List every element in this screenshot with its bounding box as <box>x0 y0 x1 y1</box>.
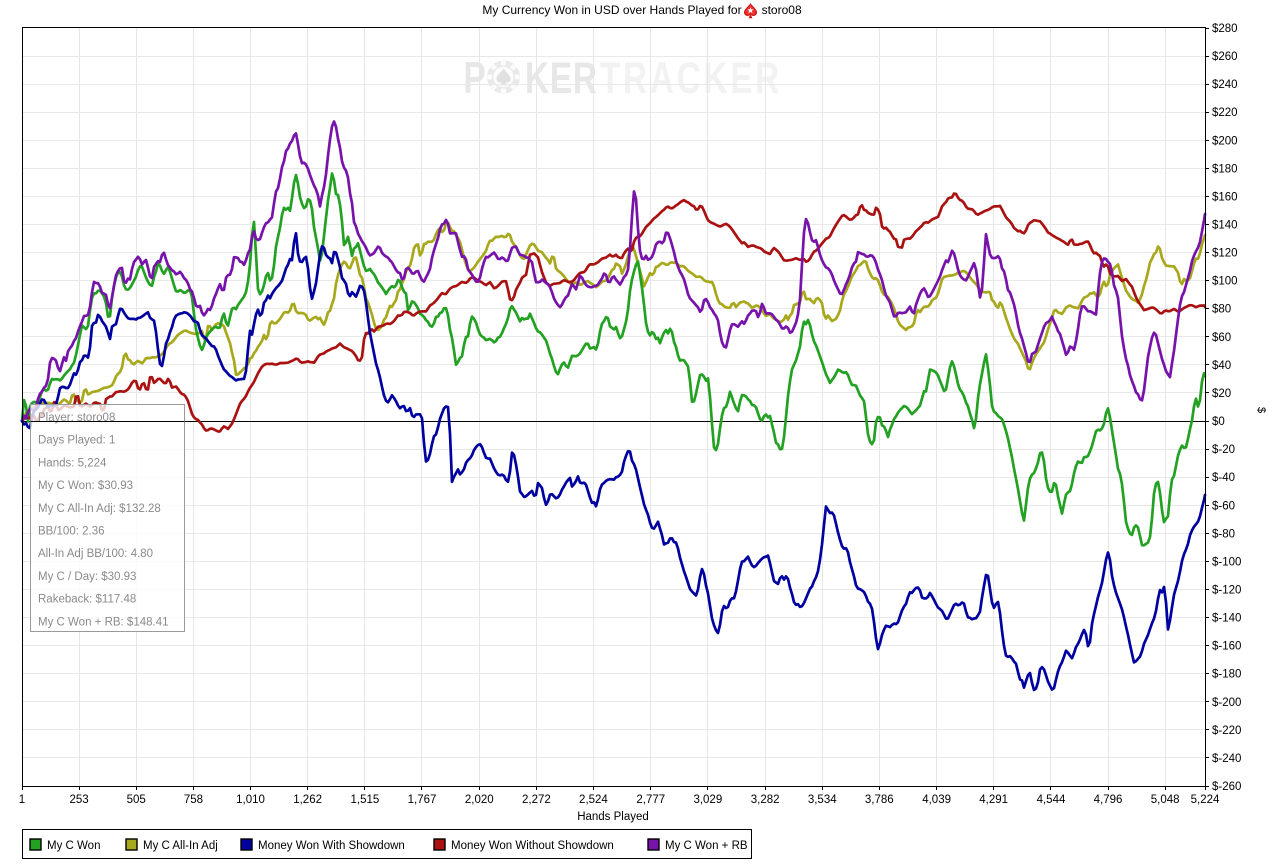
svg-text:$-20: $-20 <box>1212 444 1235 456</box>
svg-text:My C Won: My C Won <box>47 840 100 852</box>
svg-text:$60: $60 <box>1212 332 1231 344</box>
svg-text:My C All-In Adj: $132.28: My C All-In Adj: $132.28 <box>38 503 161 515</box>
svg-text:$140: $140 <box>1212 220 1238 232</box>
svg-text:$20: $20 <box>1212 388 1231 400</box>
svg-text:$-100: $-100 <box>1212 556 1241 568</box>
svg-text:$-260: $-260 <box>1212 781 1241 793</box>
svg-text:4,291: 4,291 <box>979 794 1008 806</box>
svg-text:My C Won: $30.93: My C Won: $30.93 <box>38 480 133 492</box>
svg-text:$-220: $-220 <box>1212 725 1241 737</box>
svg-text:1,262: 1,262 <box>293 794 322 806</box>
svg-text:4,039: 4,039 <box>922 794 951 806</box>
svg-text:5,048: 5,048 <box>1151 794 1180 806</box>
svg-text:$40: $40 <box>1212 360 1231 372</box>
svg-text:1,767: 1,767 <box>408 794 437 806</box>
svg-text:$-120: $-120 <box>1212 584 1241 596</box>
svg-text:KER: KER <box>525 53 598 103</box>
svg-text:$-140: $-140 <box>1212 613 1241 625</box>
svg-text:$-40: $-40 <box>1212 472 1235 484</box>
svg-text:P: P <box>464 53 486 103</box>
svg-text:My C / Day: $30.93: My C / Day: $30.93 <box>38 571 136 583</box>
svg-text:$-240: $-240 <box>1212 753 1241 765</box>
svg-text:Days Played: 1: Days Played: 1 <box>38 435 115 447</box>
svg-text:My C All-In Adj: My C All-In Adj <box>143 840 218 852</box>
svg-text:$0: $0 <box>1212 416 1225 428</box>
svg-text:All-In Adj BB/100: 4.80: All-In Adj BB/100: 4.80 <box>38 548 153 560</box>
svg-text:Rakeback: $117.48: Rakeback: $117.48 <box>38 594 136 606</box>
svg-text:Money Won Without Showdown: Money Won Without Showdown <box>451 840 614 852</box>
svg-text:TRACKER: TRACKER <box>600 53 779 103</box>
svg-text:1,010: 1,010 <box>236 794 265 806</box>
svg-text:My C Won + RB: $148.41: My C Won + RB: $148.41 <box>38 616 169 628</box>
svg-text:3,534: 3,534 <box>808 794 837 806</box>
svg-text:$200: $200 <box>1212 135 1238 147</box>
svg-text:2,272: 2,272 <box>522 794 551 806</box>
svg-text:3,282: 3,282 <box>751 794 780 806</box>
svg-text:2,777: 2,777 <box>636 794 665 806</box>
svg-text:$180: $180 <box>1212 163 1238 175</box>
svg-text:$120: $120 <box>1212 248 1238 260</box>
svg-text:$260: $260 <box>1212 51 1238 63</box>
svg-text:$-80: $-80 <box>1212 528 1235 540</box>
svg-text:2,020: 2,020 <box>465 794 494 806</box>
svg-text:Player: storo08: Player: storo08 <box>38 412 115 424</box>
svg-text:BB/100: 2.36: BB/100: 2.36 <box>38 526 105 538</box>
svg-text:5,224: 5,224 <box>1191 794 1220 806</box>
svg-text:$-180: $-180 <box>1212 669 1241 681</box>
svg-text:$-200: $-200 <box>1212 697 1241 709</box>
svg-text:$80: $80 <box>1212 304 1231 316</box>
svg-text:758: 758 <box>184 794 203 806</box>
svg-text:3,786: 3,786 <box>865 794 894 806</box>
svg-text:1: 1 <box>19 794 25 806</box>
svg-text:$240: $240 <box>1212 79 1238 91</box>
svg-text:$-160: $-160 <box>1212 641 1241 653</box>
svg-text:505: 505 <box>127 794 146 806</box>
svg-text:253: 253 <box>69 794 88 806</box>
svg-text:My C Won + RB: My C Won + RB <box>665 840 748 852</box>
svg-text:2,524: 2,524 <box>579 794 608 806</box>
svg-text:Money Won With Showdown: Money Won With Showdown <box>258 840 405 852</box>
svg-text:$280: $280 <box>1212 23 1238 35</box>
svg-text:Hands: 5,224: Hands: 5,224 <box>38 457 107 469</box>
svg-text:$-60: $-60 <box>1212 500 1235 512</box>
svg-text:1,515: 1,515 <box>351 794 380 806</box>
svg-text:4,544: 4,544 <box>1037 794 1066 806</box>
svg-text:$100: $100 <box>1212 276 1238 288</box>
svg-text:Hands Played: Hands Played <box>577 811 649 823</box>
svg-text:$: $ <box>1255 407 1267 413</box>
svg-text:My Currency Won in USD over Ha: My Currency Won in USD over Hands Played… <box>482 3 802 17</box>
svg-text:$220: $220 <box>1212 107 1238 119</box>
svg-text:3,029: 3,029 <box>693 794 722 806</box>
svg-text:$160: $160 <box>1212 191 1238 203</box>
svg-text:4,796: 4,796 <box>1094 794 1123 806</box>
